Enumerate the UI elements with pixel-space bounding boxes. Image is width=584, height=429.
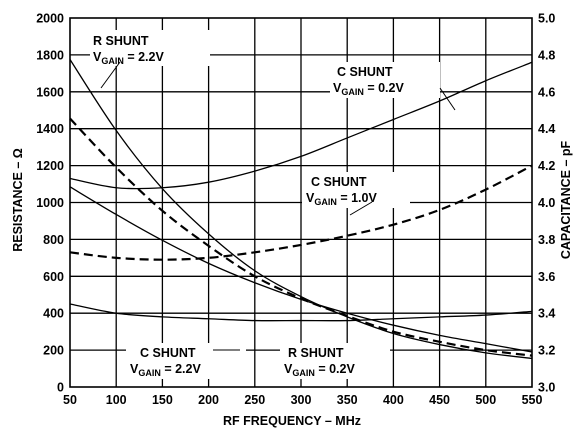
grid-lines — [70, 18, 532, 387]
y-left-tick-label: 1800 — [36, 48, 64, 62]
series-line-r-shunt-10 — [69, 117, 533, 357]
x-tick-label: 500 — [475, 393, 496, 407]
annotation-condition: VGAIN = 0.2V — [333, 81, 404, 97]
y-left-axis-ticks: 0 200 400 600 800 1000 1200 1400 1600 1800 2000 — [36, 12, 64, 395]
series-lines — [69, 59, 533, 360]
y-left-tick-label: 600 — [43, 270, 64, 284]
y-right-tick-label: 4.6 — [538, 85, 555, 99]
annotation-c22: C SHUNT VGAIN = 2.2V — [126, 343, 246, 379]
x-tick-label: 550 — [522, 393, 543, 407]
annotation-leader-line — [100, 61, 121, 89]
y-left-tick-label: 2000 — [36, 12, 64, 26]
annotation-c10: C SHUNT VGAIN = 1.0V — [302, 172, 410, 216]
y-right-tick-label: 5.0 — [538, 12, 555, 26]
plot-frame — [69, 17, 533, 388]
annotation-r22: R SHUNT VGAIN = 2.2V — [90, 30, 210, 89]
x-tick-label: 200 — [198, 393, 219, 407]
y-left-tick-label: 1400 — [36, 122, 64, 136]
y-right-axis-title: CAPACITANCE – pF — [559, 140, 573, 259]
y-left-tick-label: 800 — [43, 233, 64, 247]
x-tick-label: 450 — [429, 393, 450, 407]
annotation-title: R SHUNT — [93, 34, 149, 48]
annotation-condition: VGAIN = 2.2V — [93, 50, 164, 66]
y-left-tick-label: 1200 — [36, 159, 64, 173]
annotation-title: R SHUNT — [288, 346, 344, 360]
annotation-title: C SHUNT — [140, 346, 196, 360]
annotation-leader-line — [439, 87, 456, 111]
y-left-tick-label: 0 — [57, 381, 64, 395]
x-tick-label: 150 — [152, 393, 173, 407]
y-right-tick-label: 4.0 — [538, 196, 555, 210]
annotation-backdrop — [90, 30, 210, 66]
annotation-title: C SHUNT — [337, 65, 393, 79]
y-right-tick-label: 3.6 — [538, 270, 555, 284]
y-left-axis-title: RESISTANCE – Ω — [11, 148, 25, 252]
annotation-backdrop — [126, 343, 246, 379]
annotation-backdrop — [302, 172, 410, 208]
annotation-leader-line — [349, 201, 373, 216]
annotation-condition: VGAIN = 0.2V — [284, 362, 355, 378]
series-line-r-shunt-22 — [69, 59, 533, 360]
series-line-c-shunt-02 — [69, 61, 533, 190]
x-tick-label: 250 — [244, 393, 265, 407]
y-right-tick-label: 3.8 — [538, 233, 555, 247]
x-tick-label: 100 — [106, 393, 127, 407]
x-tick-label: 400 — [383, 393, 404, 407]
y-left-tick-label: 200 — [43, 344, 64, 358]
x-tick-label: 350 — [337, 393, 358, 407]
y-right-tick-label: 4.4 — [538, 122, 555, 136]
y-left-tick-label: 1600 — [36, 85, 64, 99]
y-right-axis-ticks: 3.0 3.2 3.4 3.6 3.8 4.0 4.2 4.4 4.6 4.8 5.0 — [538, 12, 555, 395]
y-right-tick-label: 4.8 — [538, 48, 555, 62]
x-axis-title: RF FREQUENCY – MHz — [223, 414, 361, 428]
y-right-tick-label: 3.4 — [538, 307, 555, 321]
annotation-c02: C SHUNT VGAIN = 0.2V — [330, 62, 456, 111]
series-line-c-shunt-10 — [69, 164, 533, 261]
y-right-tick-label: 4.2 — [538, 159, 555, 173]
annotation-backdrop — [280, 343, 390, 379]
x-tick-label: 300 — [291, 393, 312, 407]
y-right-tick-label: 3.0 — [538, 381, 555, 395]
x-tick-label: 50 — [63, 393, 77, 407]
x-axis-ticks: 50 100 150 200 250 300 350 400 450 500 550 — [63, 393, 542, 407]
series-line-c-shunt-22 — [69, 303, 533, 322]
annotation-condition: VGAIN = 1.0V — [306, 191, 377, 207]
y-left-tick-label: 1000 — [36, 196, 64, 210]
annotation-r02: R SHUNT VGAIN = 0.2V — [247, 343, 390, 379]
y-right-tick-label: 3.2 — [538, 344, 555, 358]
y-left-tick-label: 400 — [43, 307, 64, 321]
annotation-title: C SHUNT — [311, 175, 367, 189]
annotation-backdrop — [330, 62, 440, 98]
annotation-condition: VGAIN = 2.2V — [130, 362, 201, 378]
